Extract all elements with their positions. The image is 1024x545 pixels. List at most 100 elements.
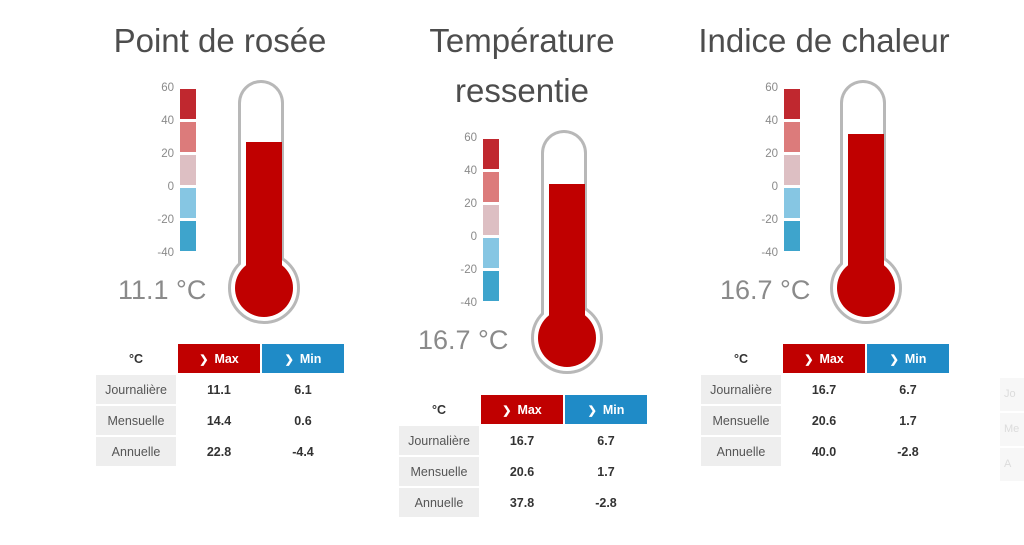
row-label: Mensuelle [399, 457, 479, 486]
table-row: Mensuelle 14.4 0.6 [96, 406, 344, 435]
scale-segment [180, 188, 196, 218]
scale-tick: 40 [161, 115, 174, 127]
min-value: 6.7 [899, 382, 917, 397]
scale-tick: 0 [470, 231, 477, 243]
scale-tick: 0 [771, 181, 778, 193]
max-value: 14.4 [206, 413, 232, 428]
table-row: Annuelle 37.8 -2.8 [399, 488, 647, 517]
max-value: 11.1 [207, 382, 231, 397]
thermometer [228, 80, 310, 325]
table-row: Journalière 11.1 6.1 [96, 375, 344, 404]
panel-title-line: Point de rosée [113, 22, 327, 59]
stats-table: °C ❯ Max ❯ Min Journalière 11.1 6.1 Mensue… [94, 342, 346, 468]
color-scale: 60 40 20 0 -20 -40 [110, 82, 210, 268]
row-label: Annuelle [399, 488, 479, 517]
scale-segment [784, 221, 800, 251]
cutoff-panel-labels: Jo Me A [1000, 378, 1024, 483]
scale-segment [483, 205, 499, 235]
max-value: 22.8 [206, 444, 232, 459]
min-value: 1.7 [597, 464, 615, 479]
row-label: Journalière [96, 375, 176, 404]
scale-segment [784, 155, 800, 185]
scale-segment [483, 139, 499, 169]
table-row: Journalière 16.7 6.7 [399, 426, 647, 455]
scale-segment [483, 238, 499, 268]
cutoff-label: Me [1000, 413, 1024, 446]
panel-feels-like: Température ressentie 60 40 20 0 -20 -40… [357, 0, 687, 545]
scale-tick: 20 [765, 148, 778, 160]
row-label: Mensuelle [701, 406, 781, 435]
thermometer [830, 80, 912, 325]
row-label: Journalière [701, 375, 781, 404]
current-reading: 11.1 °C [118, 275, 207, 305]
min-value: -4.4 [292, 444, 314, 459]
min-label: Min [602, 402, 625, 417]
min-label: Min [904, 351, 927, 366]
max-value: 40.0 [811, 444, 837, 459]
table-header-row: °C ❯ Max ❯ Min [701, 344, 949, 373]
table-row: Mensuelle 20.6 1.7 [701, 406, 949, 435]
scale-tick: 60 [765, 82, 778, 94]
table-row: Mensuelle 20.6 1.7 [399, 457, 647, 486]
thermometer-fill [848, 134, 884, 280]
row-label: Annuelle [96, 437, 176, 466]
table-row: Annuelle 22.8 -4.4 [96, 437, 344, 466]
panel-title: Indice de chaleur [659, 16, 989, 66]
panel-dew-point: Point de rosée 60 40 20 0 -20 -40 11.1 °… [55, 0, 385, 545]
scale-tick: 40 [464, 165, 477, 177]
max-label: Max [517, 402, 542, 417]
stats-table: °C ❯ Max ❯ Min Journalière 16.7 6.7 Mensue… [699, 342, 951, 468]
color-scale: 60 40 20 0 -20 -40 [714, 82, 814, 268]
min-header[interactable]: ❯ Min [867, 344, 949, 373]
row-label: Annuelle [701, 437, 781, 466]
max-value: 20.6 [811, 413, 837, 428]
scale-tick: 0 [167, 181, 174, 193]
thermometer [531, 130, 613, 375]
panel-heat-index: Indice de chaleur 60 40 20 0 -20 -40 16.… [659, 0, 989, 545]
table-row: Journalière 16.7 6.7 [701, 375, 949, 404]
cutoff-label: A [1000, 448, 1024, 481]
unit-header: °C [701, 344, 781, 373]
chevron-down-icon: ❯ [284, 353, 294, 366]
unit-header: °C [96, 344, 176, 373]
scale-tick: -20 [761, 214, 778, 226]
max-value: 16.7 [509, 433, 535, 448]
max-header[interactable]: ❯ Max [178, 344, 260, 373]
max-header[interactable]: ❯ Max [783, 344, 865, 373]
scale-segment [180, 221, 196, 251]
scale-tick: 60 [161, 82, 174, 94]
chevron-down-icon: ❯ [587, 404, 597, 417]
min-header[interactable]: ❯ Min [565, 395, 647, 424]
scale-tick: -20 [157, 214, 174, 226]
row-label: Mensuelle [96, 406, 176, 435]
scale-segment [784, 188, 800, 218]
scale-segment [784, 89, 800, 119]
min-value: 1.7 [899, 413, 917, 428]
max-label: Max [819, 351, 844, 366]
scale-tick: 20 [464, 198, 477, 210]
chevron-up-icon: ❯ [502, 404, 512, 417]
min-header[interactable]: ❯ Min [262, 344, 344, 373]
panel-title: Température ressentie [357, 16, 687, 116]
row-label: Journalière [399, 426, 479, 455]
scale-tick: -20 [460, 264, 477, 276]
scale-segment [483, 271, 499, 301]
min-label: Min [299, 351, 322, 366]
scale-tick: -40 [157, 247, 174, 259]
panel-title: Point de rosée [55, 16, 385, 66]
panel-title-line: ressentie [455, 72, 589, 109]
scale-segment [180, 155, 196, 185]
max-header[interactable]: ❯ Max [481, 395, 563, 424]
chevron-up-icon: ❯ [804, 353, 814, 366]
scale-tick: 40 [765, 115, 778, 127]
unit-header: °C [399, 395, 479, 424]
chevron-down-icon: ❯ [889, 353, 899, 366]
panel-title-line: Indice de chaleur [698, 22, 950, 59]
max-label: Max [214, 351, 239, 366]
scale-segment [784, 122, 800, 152]
table-row: Annuelle 40.0 -2.8 [701, 437, 949, 466]
max-value: 37.8 [509, 495, 535, 510]
current-reading: 16.7 °C [418, 325, 509, 355]
panel-title-line: Température [429, 22, 615, 59]
color-scale: 60 40 20 0 -20 -40 [413, 132, 513, 318]
